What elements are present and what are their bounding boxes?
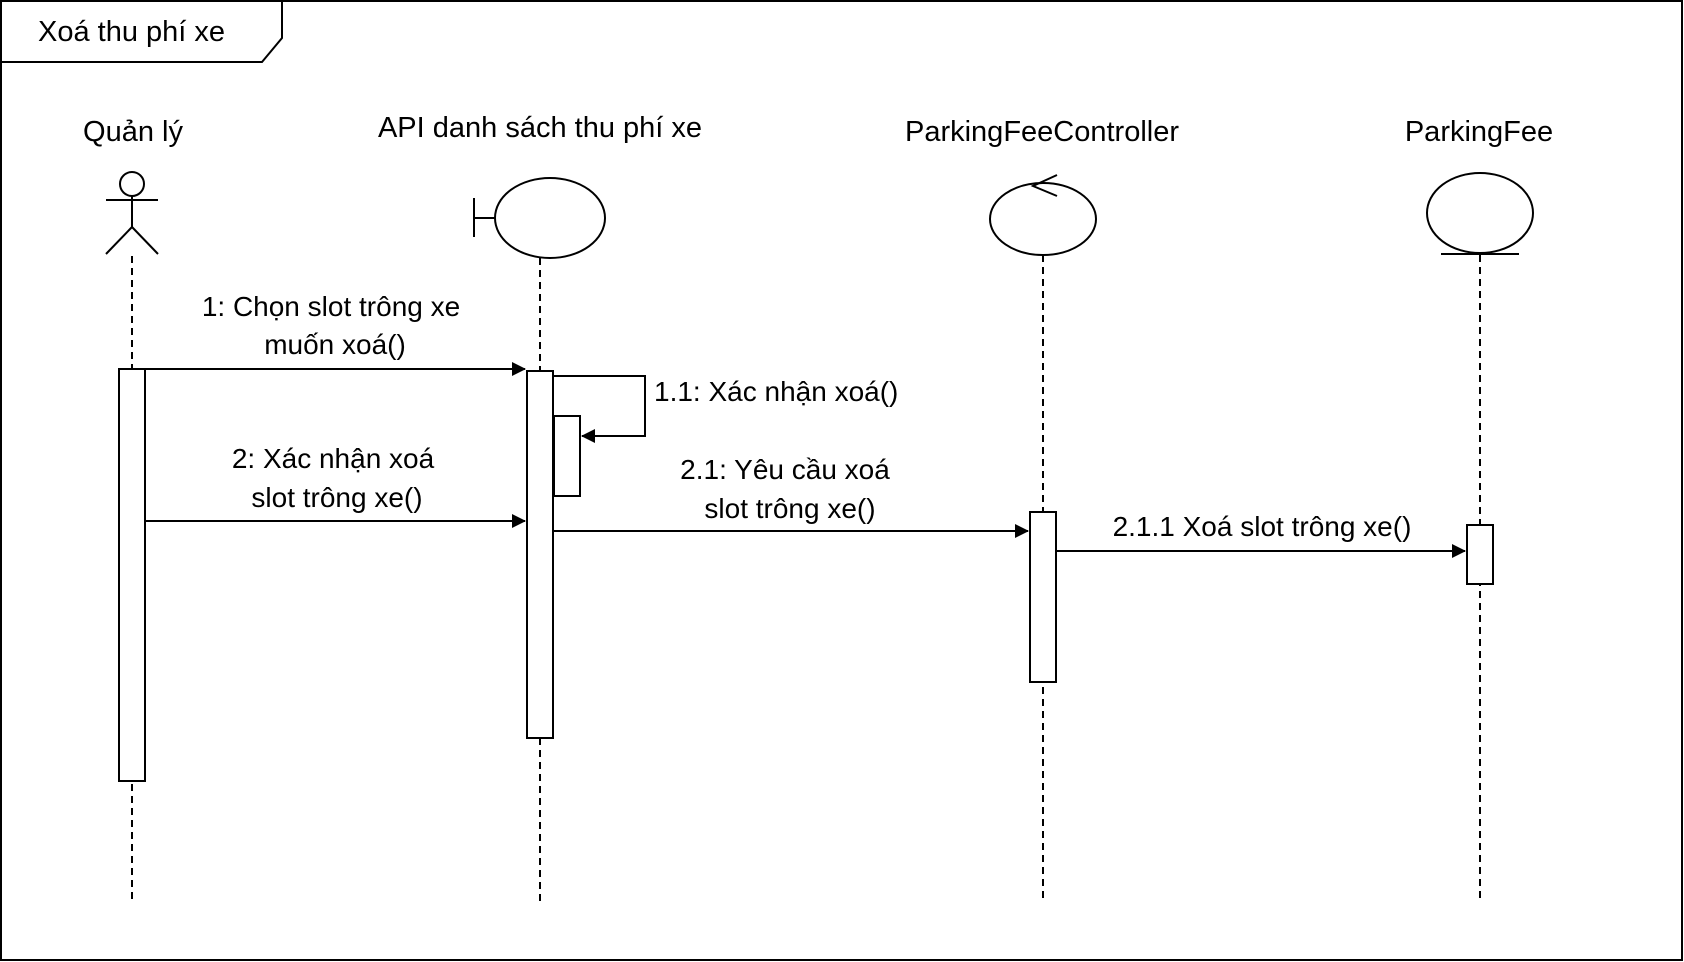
message-label-m1-line1: 1: Chọn slot trông xe: [202, 291, 460, 322]
message-label-m11: 1.1: Xác nhận xoá(): [654, 376, 898, 407]
activation-boundary-self: [553, 415, 581, 497]
activation-actor: [118, 368, 146, 782]
activation-entity: [1466, 524, 1494, 585]
message-label-m2-line2: slot trông xe(): [251, 482, 422, 513]
message-label-m21-line1: 2.1: Yêu cầu xoá: [680, 454, 890, 485]
lifeline-name-boundary: API danh sách thu phí xe: [378, 112, 702, 144]
boundary-icon: [473, 177, 606, 259]
lifeline-name-control: ParkingFeeController: [905, 116, 1179, 148]
entity-icon: [1426, 172, 1534, 255]
actor-icon: [105, 171, 159, 255]
message-label-m1-line2: muốn xoá(): [264, 329, 406, 360]
activation-control: [1029, 511, 1057, 683]
message-label-m2-line1: 2: Xác nhận xoá: [232, 443, 435, 474]
lifeline-name-entity: ParkingFee: [1405, 116, 1553, 148]
message-label-m211: 2.1.1 Xoá slot trông xe(): [1113, 511, 1412, 542]
frame-title: Xoá thu phí xe: [38, 16, 225, 48]
frame-title-tab: [1, 1, 283, 63]
activation-boundary: [526, 370, 554, 739]
control-icon: [989, 174, 1097, 256]
lifeline-name-actor: Quản lý: [83, 116, 183, 148]
message-label-m21-line2: slot trông xe(): [704, 493, 875, 524]
message-arrow-m11: [553, 375, 646, 443]
